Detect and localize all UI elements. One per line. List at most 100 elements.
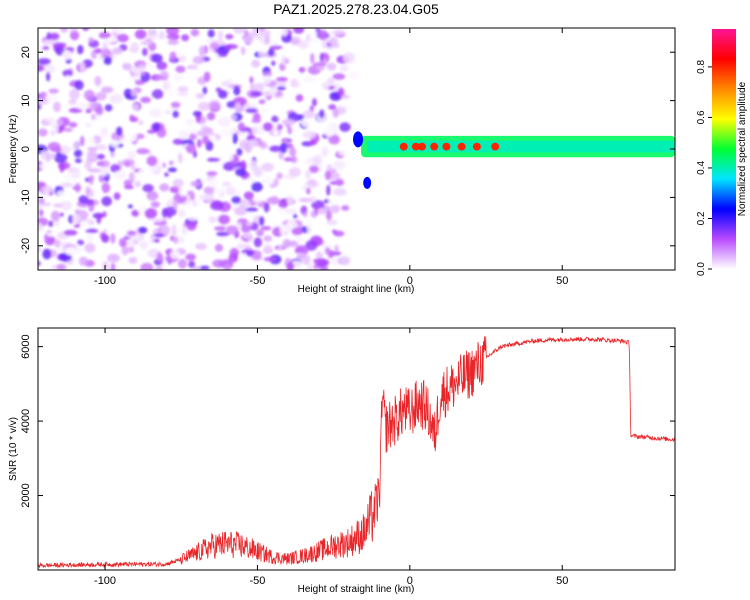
spectrogram-panel: -100 -50 0 50 20 10 0 -10 -20 Height of straigh…: [8, 27, 676, 295]
colorbar-scale: [712, 29, 736, 269]
noise-blob: [38, 128, 48, 137]
noise-blob: [59, 182, 74, 188]
spectrogram-y-tick-label: 10: [20, 94, 32, 106]
signal-trace: [353, 131, 675, 189]
snr-x-tick-label: 0: [407, 575, 413, 587]
noise-blob: [190, 180, 201, 187]
noise-blob: [269, 45, 283, 50]
noise-blob: [198, 194, 213, 201]
noise-blob: [178, 185, 188, 197]
noise-blob: [42, 39, 57, 45]
noise-blob: [102, 211, 107, 218]
noise-blob: [225, 225, 239, 235]
noise-blob: [151, 217, 164, 222]
trace-peak: [411, 142, 420, 151]
noise-blob: [324, 170, 332, 181]
noise-blob: [77, 44, 84, 55]
noise-blob: [110, 233, 116, 244]
noise-blob: [326, 184, 331, 196]
noise-blob: [214, 226, 228, 231]
noise-blob: [77, 239, 85, 246]
noise-blob: [69, 88, 80, 100]
noise-blob: [290, 78, 298, 88]
noise-blob: [132, 103, 140, 111]
noise-blob: [129, 130, 138, 142]
noise-blob: [95, 144, 104, 149]
noise-blob: [170, 101, 181, 109]
noise-blob: [201, 178, 207, 184]
noise-blob: [160, 225, 171, 235]
noise-blob: [169, 51, 177, 61]
noise-blob: [332, 108, 339, 118]
noise-blob: [60, 28, 69, 33]
noise-blob: [190, 64, 197, 70]
noise-blob: [110, 262, 116, 270]
noise-blob: [232, 132, 238, 144]
noise-blob: [153, 238, 160, 243]
noise-blob: [294, 245, 309, 256]
noise-blob: [285, 143, 294, 149]
noise-blob: [172, 199, 178, 211]
noise-blob: [96, 213, 102, 225]
noise-blob: [47, 142, 61, 152]
noise-blob: [281, 34, 293, 43]
noise-blob: [50, 210, 61, 222]
noise-blob: [81, 220, 90, 228]
noise-blob: [127, 204, 133, 209]
noise-blob: [170, 235, 175, 242]
noise-blob: [319, 52, 324, 62]
noise-blob: [216, 231, 230, 237]
noise-blob: [245, 221, 254, 227]
noise-blob: [42, 248, 52, 260]
noise-blob: [177, 152, 183, 164]
noise-blob: [88, 37, 94, 44]
noise-blob: [63, 229, 78, 236]
noise-blob: [103, 159, 109, 168]
noise-blob: [295, 94, 304, 102]
noise-blob: [293, 213, 298, 219]
noise-blob: [307, 178, 317, 187]
noise-blob: [240, 160, 247, 170]
spectrogram-x-tick-label: -100: [94, 275, 116, 287]
trace-peak: [491, 142, 500, 151]
noise-blob: [123, 185, 134, 190]
noise-blob: [221, 81, 232, 87]
noise-blob: [269, 89, 277, 96]
noise-blob: [95, 91, 107, 101]
noise-blob: [147, 29, 158, 40]
noise-blob: [100, 126, 109, 137]
snr-panel: -100 -50 0 50 2000 4000 6000 Height of straig…: [8, 327, 676, 595]
noise-blob: [282, 238, 291, 249]
noise-blob: [207, 102, 222, 109]
noise-blob: [332, 256, 339, 267]
noise-blob: [332, 229, 337, 234]
noise-blob: [251, 59, 261, 68]
noise-blob: [243, 191, 254, 200]
noise-blob: [76, 102, 90, 110]
noise-blob: [139, 240, 149, 250]
noise-blob: [307, 263, 313, 270]
noise-blob: [149, 108, 163, 118]
trace-peak: [430, 142, 439, 151]
noise-blob: [164, 172, 169, 177]
noise-blob: [245, 207, 258, 212]
noise-blob: [340, 94, 351, 100]
noise-blob: [101, 86, 114, 94]
noise-blob: [94, 48, 103, 54]
noise-blob: [262, 75, 272, 85]
noise-blob: [144, 208, 158, 219]
noise-blob: [71, 169, 81, 179]
noise-blob: [150, 201, 161, 208]
noise-blob: [101, 232, 107, 243]
noise-blob: [72, 185, 82, 191]
noise-blob: [62, 49, 72, 61]
noise-blob: [130, 89, 138, 98]
noise-blob: [289, 146, 297, 157]
noise-blob: [304, 169, 311, 180]
noise-blob: [41, 185, 53, 194]
noise-blob: [74, 158, 83, 164]
noise-blob: [44, 233, 49, 241]
noise-blob: [333, 188, 347, 196]
noise-blob: [206, 157, 221, 163]
